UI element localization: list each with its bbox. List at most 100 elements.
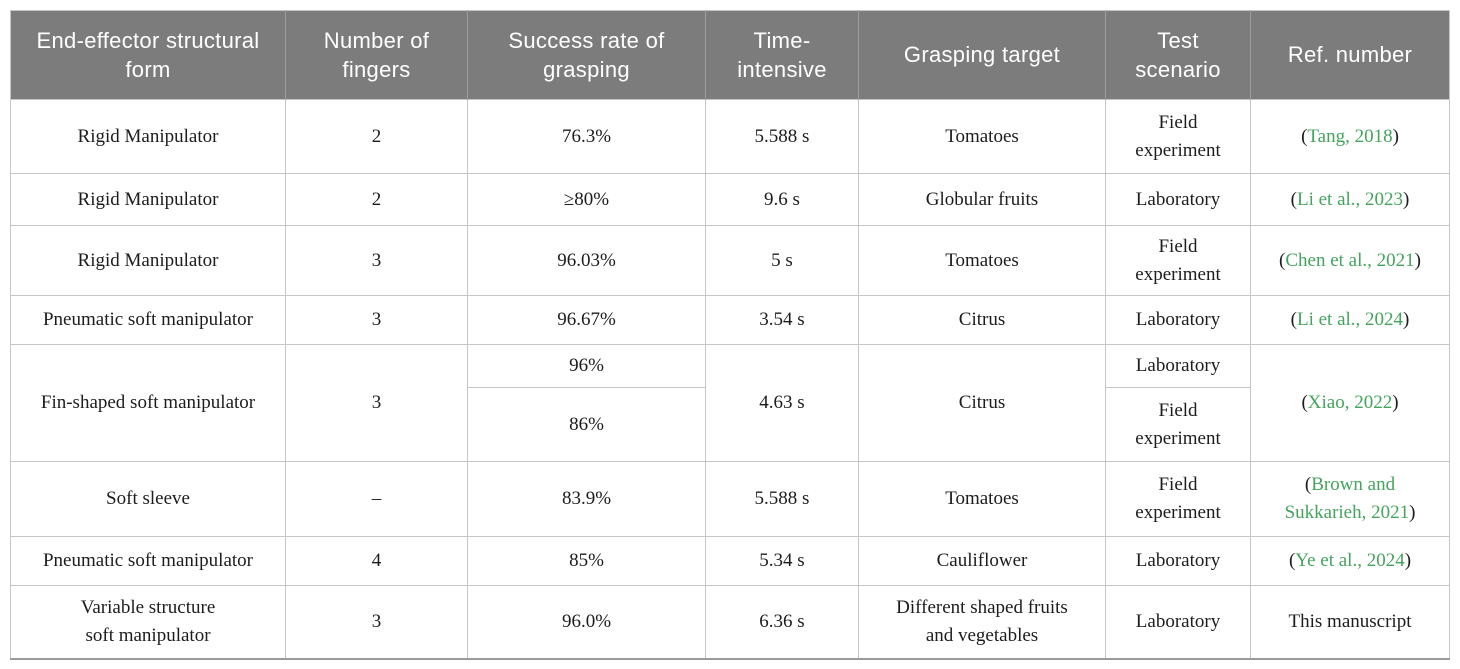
cell-target: Globular fruits [858,173,1106,226]
paren-open: ( [1290,309,1297,331]
col-header-time-intensive: Time-intensive [705,10,859,100]
cell-fingers: 3 [285,344,468,462]
table-row: Variable structure soft manipulator 3 96.… [10,585,1450,659]
col-header-test-scenario: Test scenario [1105,10,1251,100]
col-header-grasping-target: Grasping target [858,10,1106,100]
paren-open: ( [1301,125,1308,147]
cell-ref: (Li et al., 2023) [1250,173,1450,226]
cell-form: Soft sleeve [10,461,286,537]
cell-target: Citrus [858,344,1106,462]
cell-fingers: – [285,461,468,537]
target-line-2: and vegetables [925,624,1039,646]
cell-time: 5.588 s [705,461,859,537]
cell-form: Fin-shaped soft manipulator [10,344,286,462]
citation-link-xiao-2022[interactable]: Xiao, 2022 [1307,392,1393,414]
paren-close: ) [1392,125,1399,147]
cell-scenario: Laboratory [1105,536,1251,586]
table-row: Pneumatic soft manipulator 3 96.67% 3.54… [10,295,1450,345]
cell-target: Tomatoes [858,225,1106,296]
cell-fingers: 2 [285,99,468,174]
cell-ref: (Brown and Sukkarieh, 2021) [1250,461,1450,537]
col-header-number-of-fingers: Number of fingers [285,10,468,100]
paren-close: ) [1403,309,1410,331]
citation-link-li-2024[interactable]: Li et al., 2024 [1296,309,1404,331]
cell-fingers: 4 [285,536,468,586]
paren-close: ) [1414,249,1421,271]
cell-success-rate: 96.03% [467,225,706,296]
paren-open: ( [1290,188,1297,210]
form-line-2: soft manipulator [85,624,211,646]
cell-form: Rigid Manipulator [10,225,286,296]
cell-scenario: Laboratory [1105,295,1251,345]
citation-link-tang-2018[interactable]: Tang, 2018 [1307,125,1393,147]
cell-scenario: Field experiment [1105,461,1251,537]
cell-success-rate-bottom: 86% [467,387,706,462]
cell-scenario: Laboratory [1105,173,1251,226]
paren-open: ( [1304,474,1312,496]
cell-ref: (Xiao, 2022) [1250,344,1450,462]
cell-form: Pneumatic soft manipulator [10,536,286,586]
cell-ref: (Li et al., 2024) [1250,295,1450,345]
cell-fingers: 3 [285,295,468,345]
cell-time: 3.54 s [705,295,859,345]
cell-form: Variable structure soft manipulator [10,585,286,659]
citation-link-li-2023[interactable]: Li et al., 2023 [1296,188,1404,210]
cell-success-rate: ≥80% [467,173,706,226]
col-header-end-effector-form: End-effector structural form [10,10,286,100]
table-row: Rigid Manipulator 2 76.3% 5.588 s Tomato… [10,99,1450,174]
cell-ref: (Chen et al., 2021) [1250,225,1450,296]
cell-scenario: Field experiment [1105,99,1251,174]
cell-ref-this-manuscript: This manuscript [1250,585,1450,659]
cell-success-rate: 96.67% [467,295,706,345]
cell-form: Rigid Manipulator [10,173,286,226]
citation-link-ye-2024[interactable]: Ye et al., 2024 [1295,550,1405,572]
paren-open: ( [1301,392,1308,414]
form-line-1: Variable structure [80,597,216,619]
cell-fingers: 3 [285,585,468,659]
cell-target: Citrus [858,295,1106,345]
cell-target: Different shaped fruits and vegetables [858,585,1106,659]
cell-success-rate: 76.3% [467,99,706,174]
cell-time: 5.588 s [705,99,859,174]
cell-time: 6.36 s [705,585,859,659]
cell-ref: (Tang, 2018) [1250,99,1450,174]
cell-time: 9.6 s [705,173,859,226]
cell-success-rate-top: 96% [467,344,706,388]
cell-form: Pneumatic soft manipulator [10,295,286,345]
end-effector-comparison-table: End-effector structural form Number of f… [10,10,1450,660]
cell-time: 4.63 s [705,344,859,462]
cell-target: Tomatoes [858,461,1106,537]
cell-scenario-bottom: Field experiment [1105,387,1251,462]
table-row: Rigid Manipulator 3 96.03% 5 s Tomatoes … [10,225,1450,296]
paren-close: ) [1403,188,1410,210]
paren-open: ( [1279,249,1286,271]
paren-open: ( [1288,550,1296,572]
cell-success-rate: 96.0% [467,585,706,659]
paren-close: ) [1409,502,1416,523]
table-row: Pneumatic soft manipulator 4 85% 5.34 s … [10,536,1450,586]
citation-link-chen-2021[interactable]: Chen et al., 2021 [1285,249,1415,271]
table-header: End-effector structural form Number of f… [10,10,1450,100]
cell-time: 5.34 s [705,536,859,586]
cell-time: 5 s [705,225,859,296]
cell-success-rate: 83.9% [467,461,706,537]
cell-scenario: Laboratory [1105,585,1251,659]
col-header-ref-number: Ref. number [1250,10,1450,100]
cell-target: Cauliflower [858,536,1106,586]
cell-ref: (Ye et al., 2024) [1250,536,1450,586]
table-row-split-top: Fin-shaped soft manipulator 3 96% 4.63 s… [10,344,1450,462]
cell-fingers: 3 [285,225,468,296]
citation-link-brown-sukkarieh-2021[interactable]: Brown and Sukkarieh, 2021 [1284,474,1410,523]
target-line-1: Different shaped fruits [896,597,1068,619]
cell-fingers: 2 [285,173,468,226]
table-row-split-bottom: 86% Field experiment [11,387,1450,462]
cell-form: Rigid Manipulator [10,99,286,174]
cell-scenario-top: Laboratory [1105,344,1251,388]
cell-target: Tomatoes [858,99,1106,174]
table-row: Soft sleeve – 83.9% 5.588 s Tomatoes Fie… [10,461,1450,537]
paren-close: ) [1404,550,1412,572]
cell-success-rate: 85% [467,536,706,586]
comparison-table-container: End-effector structural form Number of f… [10,10,1450,660]
paren-close: ) [1392,392,1399,414]
table-row: Rigid Manipulator 2 ≥80% 9.6 s Globular … [10,173,1450,226]
